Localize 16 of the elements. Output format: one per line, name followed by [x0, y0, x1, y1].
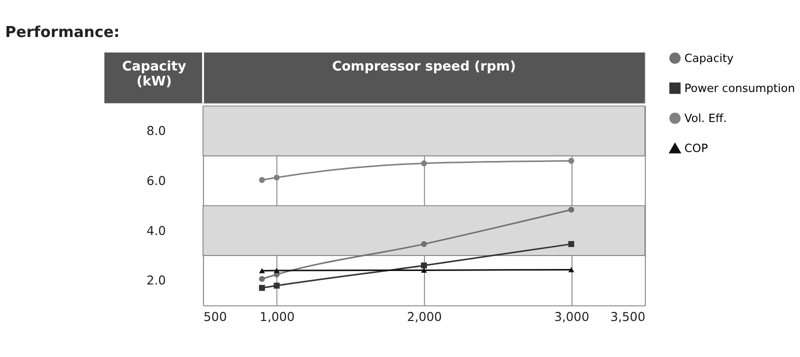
y-tick-label: 6.0	[146, 174, 166, 188]
y-axis-title: Capacity (kW)	[122, 59, 187, 90]
x-tick-label: 2,000	[406, 310, 442, 324]
legend-label: Vol. Eff.	[684, 112, 727, 126]
x-tick-label: 1,000	[260, 310, 295, 324]
y-tick-label: 8.0	[146, 124, 166, 138]
y-tick-label: 2.0	[146, 274, 166, 288]
legend-label: COP	[684, 142, 708, 156]
x-tick-label: 500	[204, 310, 227, 324]
x-tick-label: 3,500	[610, 310, 646, 324]
y-tick-label: 4.0	[146, 224, 166, 238]
text: Performance:	[5, 22, 120, 41]
x-tick-label: 3,000	[554, 310, 590, 324]
legend-label: Power consumption	[684, 82, 795, 95]
x-axis-title: Compressor speed (rpm)	[332, 59, 516, 74]
legend-label: Capacity	[684, 52, 734, 65]
